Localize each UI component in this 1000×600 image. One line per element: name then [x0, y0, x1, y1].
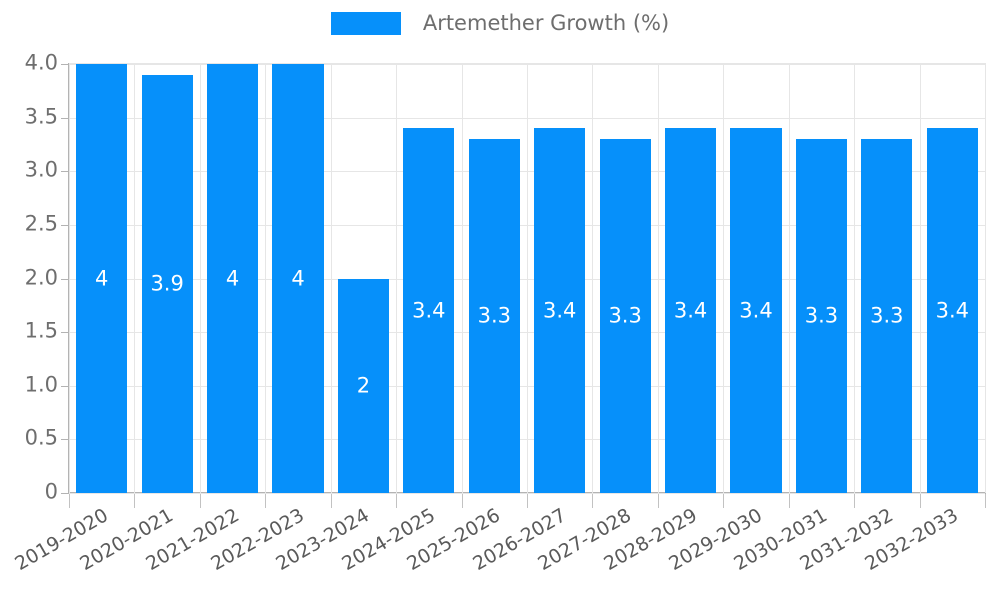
x-tick-mark	[920, 494, 921, 508]
x-tick-mark	[854, 494, 855, 508]
y-tick-mark	[61, 493, 68, 494]
legend-label: Artemether Growth (%)	[422, 11, 670, 35]
gridline-vertical	[789, 64, 790, 493]
y-axis-tick-label: 0.5	[24, 425, 58, 450]
x-tick-mark	[658, 494, 659, 508]
y-tick-mark	[61, 439, 68, 441]
y-tick-mark	[61, 332, 68, 334]
bar[interactable]	[207, 64, 259, 493]
y-axis-tick-label: 3.5	[24, 104, 58, 129]
x-tick-mark	[723, 494, 724, 508]
gridline-horizontal	[69, 493, 985, 494]
x-tick-mark	[396, 494, 397, 508]
gridline-vertical	[69, 64, 70, 493]
y-axis-tick-label: 3.0	[24, 157, 58, 182]
x-tick-mark	[265, 494, 266, 508]
y-tick-mark	[61, 171, 68, 173]
gridline-vertical	[200, 64, 201, 493]
bar[interactable]	[861, 139, 913, 493]
bar[interactable]	[730, 128, 782, 493]
bar[interactable]	[599, 139, 651, 493]
bar[interactable]	[665, 128, 717, 493]
legend-color-swatch-icon	[330, 12, 401, 35]
y-axis-tick-label: 2.5	[24, 211, 58, 236]
gridline-vertical	[462, 64, 463, 493]
gridline-vertical	[134, 64, 135, 493]
gridline-vertical	[396, 64, 397, 493]
gridline-vertical	[854, 64, 855, 493]
x-tick-mark	[69, 494, 70, 508]
bar[interactable]	[403, 128, 455, 493]
y-tick-mark	[61, 64, 68, 65]
y-tick-mark	[61, 385, 68, 387]
plot-area: 4 3.9 4 4 2 3.4 3.3 3.4 3.3 3.4 3.4 3.3 3.3 3.4	[61, 63, 986, 494]
bar[interactable]	[337, 278, 389, 493]
bar[interactable]	[468, 139, 520, 493]
gridline-vertical	[920, 64, 921, 493]
x-tick-mark	[331, 494, 332, 508]
x-tick-mark	[462, 494, 463, 508]
y-axis-tick-label: 0	[44, 479, 58, 504]
gridline-vertical	[527, 64, 528, 493]
x-tick-mark	[985, 494, 986, 508]
bar[interactable]	[926, 128, 978, 493]
gridline-vertical	[265, 64, 266, 493]
bar[interactable]	[141, 74, 193, 493]
y-axis-tick-label: 4.0	[24, 50, 58, 75]
y-tick-mark	[61, 278, 68, 280]
x-tick-mark	[789, 494, 790, 508]
bar[interactable]	[272, 64, 324, 493]
x-tick-mark	[134, 494, 135, 508]
legend-entry-artemether-growth[interactable]: Artemether Growth (%)	[330, 11, 670, 35]
x-tick-mark	[527, 494, 528, 508]
gridline-vertical	[658, 64, 659, 493]
gridline-vertical	[331, 64, 332, 493]
y-axis-tick-label: 2.0	[24, 265, 58, 289]
y-axis-tick-label: 1.5	[24, 318, 58, 343]
bar[interactable]	[76, 64, 128, 493]
y-tick-mark	[61, 224, 68, 226]
chart-legend: Artemether Growth (%)	[0, 12, 1000, 35]
bar[interactable]	[534, 128, 586, 493]
bar[interactable]	[795, 139, 847, 493]
y-tick-mark	[61, 117, 68, 119]
gridline-vertical	[592, 64, 593, 493]
gridline-vertical	[723, 64, 724, 493]
y-axis-tick-label: 1.0	[24, 372, 58, 397]
x-tick-mark	[592, 494, 593, 508]
x-tick-mark	[200, 494, 201, 508]
